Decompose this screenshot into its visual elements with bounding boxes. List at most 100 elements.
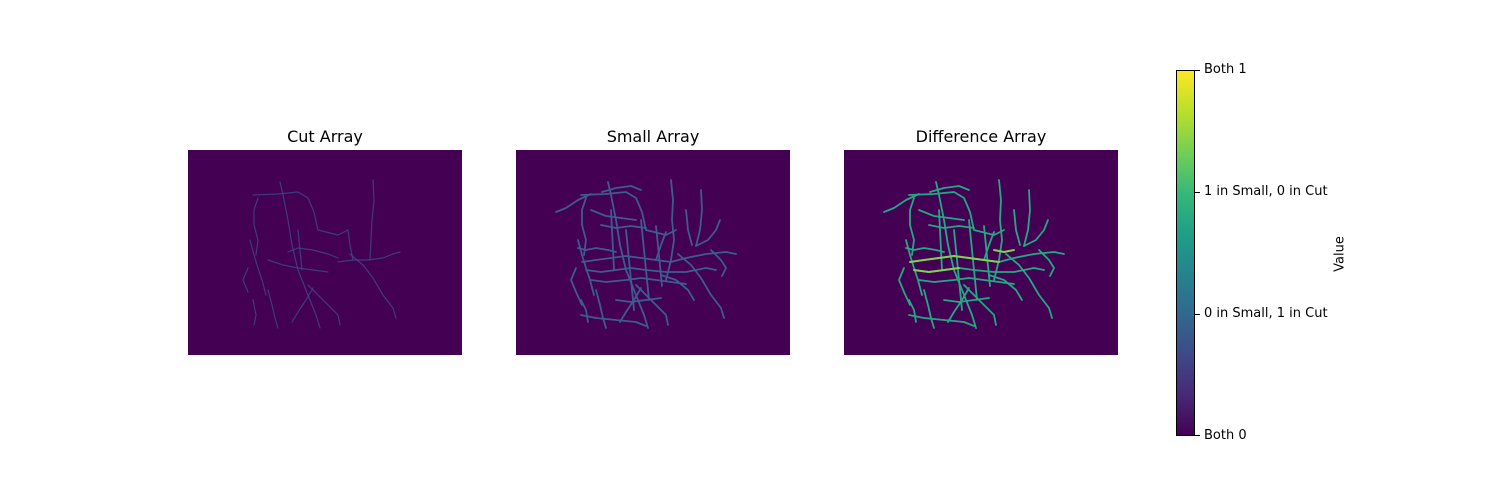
network-line <box>297 229 303 271</box>
network-line <box>640 219 650 301</box>
network-line <box>1038 249 1055 277</box>
network-line <box>590 209 637 221</box>
panel-small-array <box>516 150 790 355</box>
network-line <box>635 284 669 326</box>
network-line <box>988 274 1023 301</box>
panel-title-small: Small Array <box>606 127 700 146</box>
network-line <box>928 224 975 229</box>
panel-title-cut: Cut Array <box>287 127 363 146</box>
network-line <box>253 197 259 256</box>
network-line <box>660 274 695 301</box>
network-line <box>580 191 677 236</box>
network-line <box>610 209 615 271</box>
network-line <box>349 253 397 319</box>
network-line <box>595 289 607 329</box>
colorbar-tick-label: Both 1 <box>1204 62 1247 77</box>
network-line <box>287 247 339 259</box>
network-line <box>267 259 329 273</box>
network-line <box>883 193 920 213</box>
network-line <box>577 239 595 296</box>
network-line <box>695 219 721 247</box>
heatmap-background <box>844 150 1118 355</box>
network-line <box>1023 189 1031 247</box>
network-line <box>935 181 977 329</box>
network-line <box>947 287 970 323</box>
network-line <box>905 247 945 253</box>
colorbar-tick-label: 0 in Small, 1 in Cut <box>1204 306 1328 321</box>
panel-title-difference: Difference Array <box>915 127 1047 146</box>
network-line <box>555 193 592 213</box>
network-line <box>347 229 354 261</box>
colorbar-tick-mark <box>1195 314 1200 315</box>
network-line <box>908 191 1005 236</box>
network-line <box>1005 253 1053 319</box>
network-line <box>607 181 649 329</box>
network-line <box>581 197 587 256</box>
network-line <box>710 249 727 277</box>
network-line <box>291 287 314 323</box>
network-line <box>983 231 995 261</box>
network-line <box>580 314 647 327</box>
network-line <box>963 284 997 326</box>
network-line <box>600 224 647 229</box>
network-line <box>923 289 935 329</box>
colorbar-tick-mark <box>1195 192 1200 193</box>
network-line <box>242 267 249 293</box>
network-line <box>918 277 1015 285</box>
network-line <box>918 209 965 221</box>
network-line <box>615 297 662 303</box>
network-line <box>590 277 687 285</box>
heatmap-cut-array <box>188 150 462 355</box>
network-line <box>279 181 321 329</box>
colorbar-label: Value <box>1332 236 1348 272</box>
network-line <box>267 289 279 329</box>
network-line <box>619 287 642 323</box>
network-line <box>938 209 943 271</box>
network-line <box>655 231 667 261</box>
network-line <box>249 239 267 296</box>
colorbar-tick-mark <box>1195 70 1200 71</box>
colorbar <box>1176 70 1195 436</box>
network-line <box>570 267 583 306</box>
network-line <box>898 267 911 306</box>
network-line <box>252 191 349 236</box>
network-line <box>1023 219 1049 247</box>
network-line <box>307 284 341 326</box>
heatmap-background <box>188 150 462 355</box>
panel-cut-array <box>188 150 462 355</box>
network-line <box>655 225 663 287</box>
network-line <box>685 209 693 246</box>
network-line <box>601 185 642 193</box>
network-line <box>908 314 975 327</box>
network-line <box>993 179 1003 281</box>
network-line <box>337 251 401 263</box>
network-line <box>929 185 970 193</box>
network-line <box>908 299 917 323</box>
network-line <box>677 253 725 319</box>
network-line <box>909 255 1000 263</box>
network-line <box>913 267 960 273</box>
network-line <box>905 239 923 296</box>
network-line <box>1013 209 1021 246</box>
network-line <box>909 197 915 256</box>
network-line <box>943 297 990 303</box>
network-line <box>695 189 703 247</box>
heatmap-background <box>516 150 790 355</box>
network-line <box>580 299 589 323</box>
network-line <box>993 249 1015 253</box>
panel-difference-array <box>844 150 1118 355</box>
heatmap-difference-array <box>844 150 1118 355</box>
network-line <box>953 229 963 311</box>
colorbar-tick-label: Both 0 <box>1204 428 1247 443</box>
colorbar-tick-label: 1 in Small, 0 in Cut <box>1204 184 1328 199</box>
network-line <box>983 225 991 287</box>
heatmap-small-array <box>516 150 790 355</box>
network-line <box>252 299 257 326</box>
network-line <box>625 229 635 311</box>
network-line <box>577 247 617 253</box>
colorbar-tick-mark <box>1195 435 1200 436</box>
network-line <box>369 179 375 261</box>
network-line <box>968 219 978 301</box>
network-line <box>665 179 675 281</box>
